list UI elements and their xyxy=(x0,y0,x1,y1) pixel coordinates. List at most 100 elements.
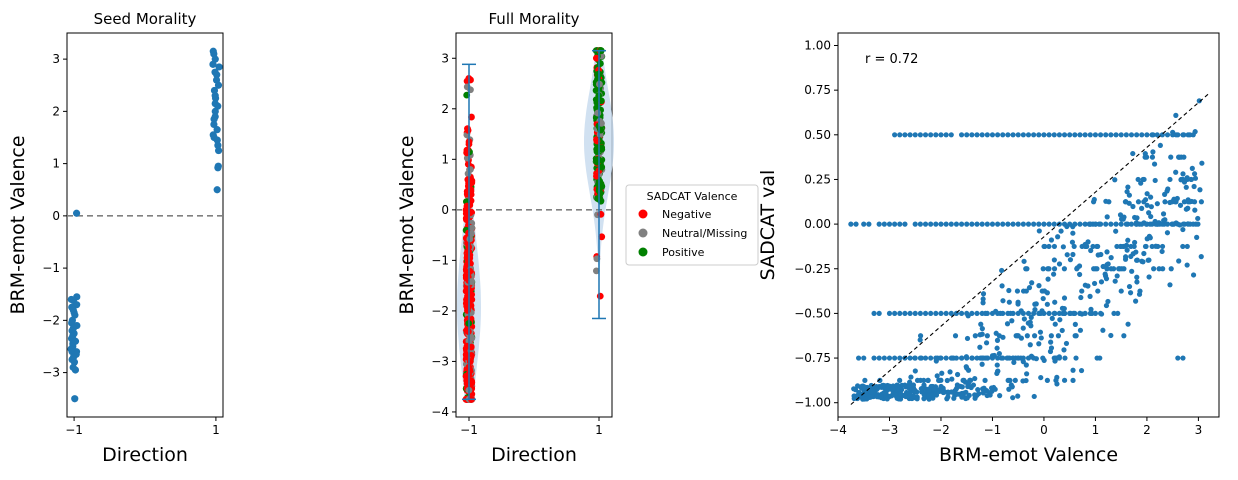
data-point xyxy=(1057,317,1063,323)
data-point xyxy=(928,221,934,227)
data-point xyxy=(917,132,923,138)
data-point xyxy=(934,373,940,379)
data-point xyxy=(1195,221,1201,227)
legend-marker xyxy=(638,247,648,257)
data-point xyxy=(1164,230,1171,236)
data-point xyxy=(907,132,913,138)
data-point xyxy=(1143,243,1149,250)
data-point xyxy=(1087,310,1093,317)
data-point xyxy=(1144,132,1150,138)
data-point xyxy=(1055,333,1062,339)
data-point xyxy=(892,221,898,227)
data-point xyxy=(1118,288,1124,294)
data-point xyxy=(964,132,970,138)
data-point xyxy=(974,132,980,138)
data-point xyxy=(1162,191,1168,197)
data-point xyxy=(1191,199,1198,205)
data-point xyxy=(1146,210,1152,216)
data-point xyxy=(1097,221,1104,227)
data-point xyxy=(1100,263,1106,270)
data-point xyxy=(1149,221,1155,227)
data-point xyxy=(1141,176,1147,183)
y-axis-label: BRM-emot Valence xyxy=(396,135,418,314)
data-point xyxy=(1077,132,1083,138)
data-point xyxy=(1138,180,1144,186)
data-point xyxy=(1145,257,1151,263)
data-point xyxy=(1144,221,1150,227)
data-point xyxy=(1064,252,1070,258)
data-point xyxy=(995,355,1001,361)
data-point xyxy=(979,361,985,367)
data-point xyxy=(866,221,872,227)
data-point xyxy=(978,321,984,327)
data-point xyxy=(1171,196,1177,202)
data-point xyxy=(1195,215,1201,222)
data-point xyxy=(984,310,990,317)
data-point xyxy=(979,310,985,317)
data-point xyxy=(1077,327,1084,333)
data-point xyxy=(1197,187,1203,193)
data-point xyxy=(1020,132,1026,138)
data-point xyxy=(853,221,859,227)
data-point xyxy=(1134,279,1140,285)
data-point xyxy=(1046,221,1052,227)
y-tick-label: 2 xyxy=(441,102,449,116)
data-point xyxy=(1085,283,1091,289)
data-point xyxy=(1118,132,1124,138)
data-point xyxy=(598,163,606,171)
data-point xyxy=(1122,199,1129,205)
data-point xyxy=(994,362,1000,368)
y-tick-label: −4 xyxy=(431,405,449,419)
data-point xyxy=(1036,228,1042,234)
data-point xyxy=(1118,243,1124,250)
data-point xyxy=(1095,288,1101,294)
data-point xyxy=(1123,242,1130,248)
data-point xyxy=(1113,221,1119,227)
data-point xyxy=(1061,132,1068,138)
data-point xyxy=(863,391,870,397)
data-point xyxy=(890,386,896,392)
data-point xyxy=(1010,395,1016,401)
data-point xyxy=(1070,377,1076,383)
x-tick-label: 0 xyxy=(1040,423,1048,437)
data-point xyxy=(1027,342,1033,348)
data-point xyxy=(907,310,913,317)
data-point xyxy=(989,221,996,227)
data-point xyxy=(1072,310,1078,317)
data-point xyxy=(871,310,877,317)
data-point xyxy=(1069,239,1076,245)
data-point xyxy=(886,221,893,227)
data-point xyxy=(1056,132,1062,138)
data-point xyxy=(1097,355,1103,361)
data-point xyxy=(1040,355,1046,361)
data-point xyxy=(1036,283,1042,289)
data-point xyxy=(1134,132,1140,138)
data-point xyxy=(1051,355,1057,361)
data-point xyxy=(1015,355,1021,361)
data-point xyxy=(1162,217,1168,223)
data-point xyxy=(1164,221,1171,227)
data-point xyxy=(462,214,470,222)
data-point xyxy=(907,355,913,361)
x-tick-label: 3 xyxy=(1195,423,1203,437)
data-point xyxy=(594,109,602,117)
data-point xyxy=(1010,132,1016,138)
data-point xyxy=(1176,154,1182,160)
data-point xyxy=(960,377,966,383)
data-point xyxy=(966,392,972,398)
data-point xyxy=(1148,194,1154,200)
data-point xyxy=(1133,298,1139,304)
data-point xyxy=(1170,132,1176,138)
data-point xyxy=(1199,160,1205,166)
data-point xyxy=(1134,215,1140,221)
data-point xyxy=(1077,271,1083,278)
data-point xyxy=(979,355,985,361)
data-point xyxy=(886,383,892,389)
data-point xyxy=(1055,234,1061,240)
data-point xyxy=(1160,211,1167,217)
data-point xyxy=(969,310,975,317)
data-point xyxy=(908,374,914,380)
data-point xyxy=(938,310,944,317)
data-point xyxy=(1168,154,1174,160)
data-point xyxy=(1143,197,1149,203)
